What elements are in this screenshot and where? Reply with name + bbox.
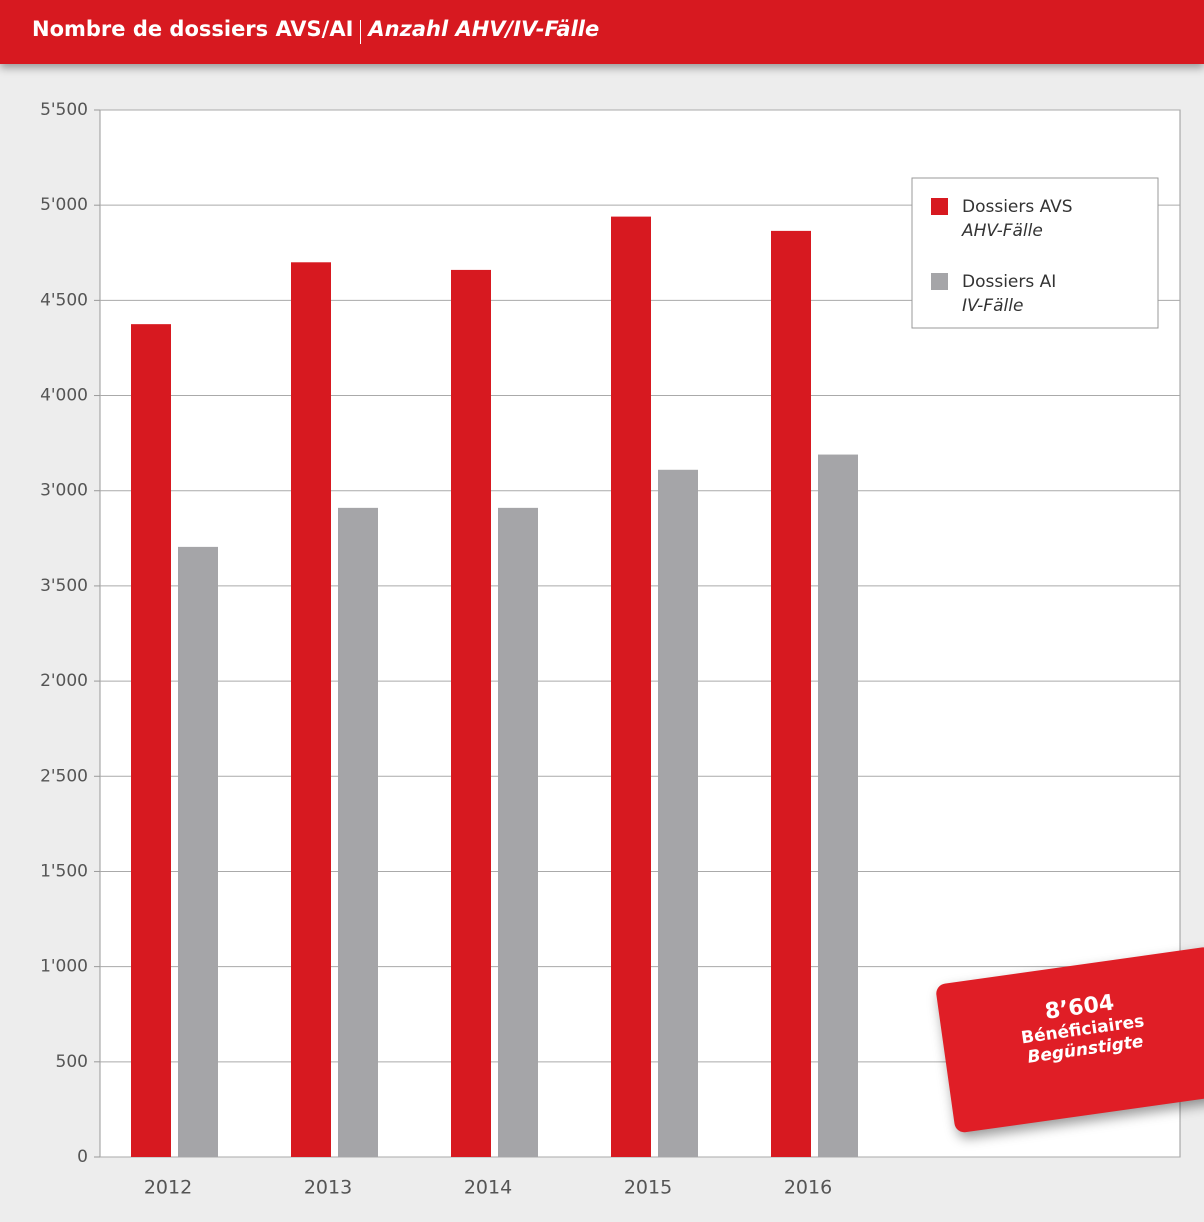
y-tick-label: 500	[56, 1052, 88, 1072]
y-tick-label: 2'500	[40, 766, 88, 786]
y-tick-label: 5'500	[40, 100, 88, 120]
bar	[291, 262, 331, 1158]
title: Nombre de dossiers AVS/AI	[32, 17, 354, 41]
y-tick-label: 2'000	[40, 671, 88, 691]
bar	[178, 546, 218, 1157]
bar	[498, 507, 538, 1157]
x-tick-label: 2013	[304, 1177, 352, 1199]
title-de: Anzahl AHV/IV-Fälle	[368, 17, 600, 41]
x-tick-label: 2012	[144, 1177, 192, 1199]
bar	[131, 324, 171, 1158]
bar	[451, 269, 491, 1157]
bar	[818, 454, 858, 1157]
y-tick-label: 0	[77, 1147, 88, 1167]
y-tick-label: 1'000	[40, 957, 88, 977]
bar	[658, 469, 698, 1158]
legend-label-de: IV-Fälle	[962, 296, 1023, 316]
separator	[360, 20, 362, 44]
x-tick-label: 2014	[464, 1177, 512, 1199]
header: Nombre de dossiers AVS/AI Anzahl AHV/IV-…	[0, 0, 1204, 64]
bar	[611, 216, 651, 1157]
bar	[338, 507, 378, 1157]
x-tick-label: 2016	[784, 1177, 832, 1199]
y-tick-label: 3'000	[40, 481, 88, 501]
legend-swatch	[931, 198, 948, 215]
y-tick-label: 1'500	[40, 861, 88, 881]
y-tick-label: 5'000	[40, 195, 88, 215]
y-tick-label: 4'000	[40, 386, 88, 406]
legend-label-de: AHV-Fälle	[961, 221, 1043, 241]
legend-box	[911, 177, 1159, 329]
legend-swatch	[931, 273, 948, 290]
legend-label: Dossiers AVS	[962, 197, 1073, 217]
legend-label: Dossiers AI	[962, 272, 1056, 292]
y-tick-label: 3'500	[40, 576, 88, 596]
y-tick-label: 4'500	[40, 290, 88, 310]
bar	[771, 230, 811, 1157]
x-tick-label: 2015	[624, 1177, 672, 1199]
